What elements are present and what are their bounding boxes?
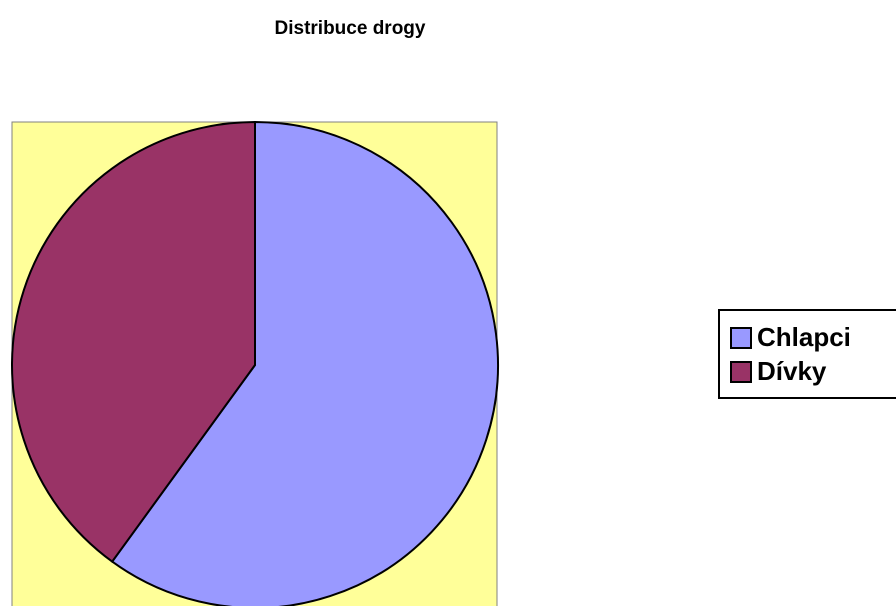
pie-slice bbox=[110, 120, 499, 606]
legend-label: Chlapci bbox=[757, 322, 851, 352]
legend-label: Dívky bbox=[757, 356, 827, 386]
legend-swatch bbox=[730, 327, 752, 349]
legend-box bbox=[718, 309, 896, 399]
pie-slice bbox=[11, 120, 256, 563]
chart-title: Distribuce drogy bbox=[275, 18, 426, 39]
legend-swatch bbox=[730, 361, 752, 383]
